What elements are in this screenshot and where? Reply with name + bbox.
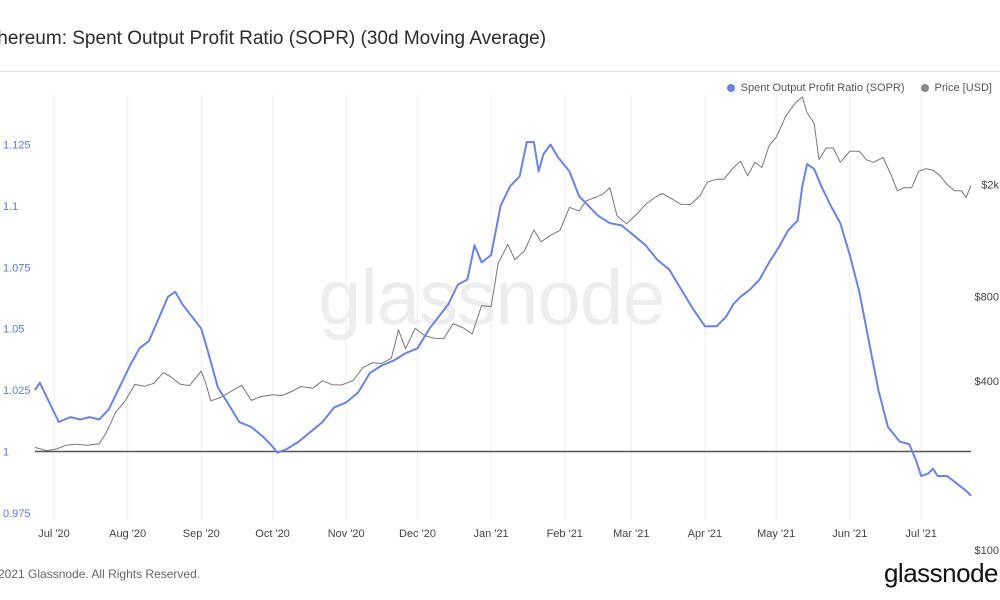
glassnode-logo: glassnode: [883, 558, 999, 588]
header-divider: [0, 71, 1000, 72]
chart-legend: Spent Output Profit Ratio (SOPR) Price […: [726, 82, 992, 94]
y-left-tick-label: 1: [3, 446, 9, 458]
x-tick-label: Oct '20: [255, 528, 290, 540]
y-left-tick-label: 1.125: [3, 139, 31, 151]
x-tick-label: May '21: [757, 528, 795, 540]
legend-item-price[interactable]: Price [USD]: [920, 82, 992, 94]
legend-label-sopr: Spent Output Profit Ratio (SOPR): [740, 82, 905, 94]
y-left-tick-label: 1.075: [3, 262, 31, 274]
glassnode-watermark: glassnode: [318, 253, 666, 341]
x-tick-label: Jul '20: [38, 528, 69, 540]
y-right-tick-label: $2k: [981, 180, 999, 192]
chart-title: thereum: Spent Output Profit Ratio (SOPR…: [0, 28, 547, 49]
x-tick-label: Feb '21: [547, 528, 583, 540]
y-left-tick-label: 0.975: [3, 508, 31, 520]
x-tick-label: Nov '20: [328, 528, 365, 540]
sopr-series-line: [34, 141, 972, 497]
price-series-line: [34, 96, 972, 452]
x-tick-label: Dec '20: [399, 528, 436, 540]
y-right-tick-label: $100: [975, 545, 999, 557]
legend-item-sopr[interactable]: Spent Output Profit Ratio (SOPR): [726, 82, 905, 94]
y-right-tick-label: $400: [975, 376, 999, 388]
x-tick-label: Sep '20: [183, 528, 220, 540]
x-tick-label: Jan '21: [474, 528, 509, 540]
copyright-notice: 2021 Glassnode. All Rights Reserved.: [0, 567, 201, 581]
y-left-tick-label: 1.05: [3, 324, 24, 336]
legend-dot-price: [920, 84, 929, 92]
y-left-tick-label: 1.1: [3, 201, 18, 213]
x-tick-label: Jun '21: [832, 528, 867, 540]
legend-label-price: Price [USD]: [934, 82, 992, 94]
y-left-tick-label: 1.025: [3, 385, 31, 397]
x-tick-label: Jul '21: [905, 528, 936, 540]
x-tick-label: Apr '21: [688, 528, 723, 540]
legend-dot-sopr: [726, 84, 735, 92]
x-tick-label: Mar '21: [613, 528, 649, 540]
x-tick-label: Aug '20: [109, 528, 146, 540]
y-right-tick-label: $800: [975, 291, 999, 303]
